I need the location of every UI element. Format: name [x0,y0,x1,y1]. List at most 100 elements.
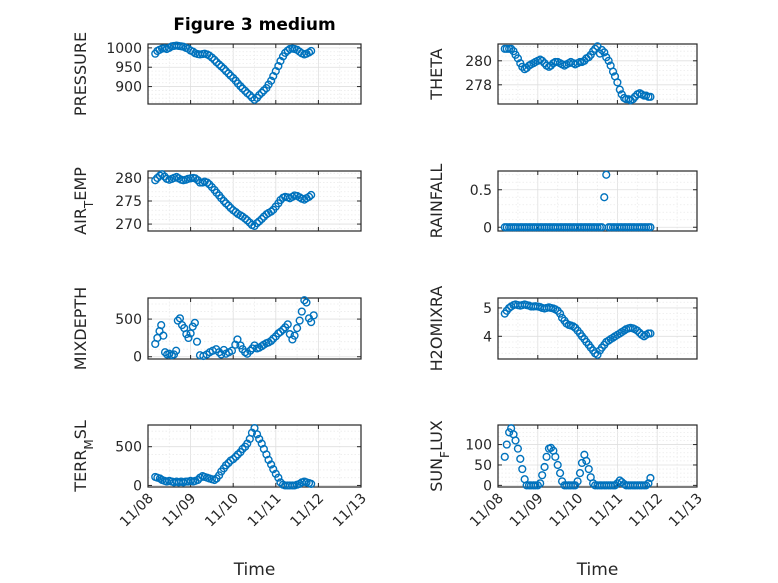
data-point [538,471,547,480]
y-tick-label: 0.5 [470,183,492,199]
data-point [538,56,547,65]
data-point [274,473,283,482]
y-axis-label-part: LUX [427,420,446,451]
data-point [217,62,226,71]
x-tick-label: 11/10 [547,491,587,531]
data-point [226,71,235,80]
x-tick-label: 11/08 [467,491,507,531]
y-axis-label-subscript: M [82,439,96,449]
data-point [557,477,567,486]
data-point [172,346,181,355]
data-point [241,86,250,95]
data-point [267,460,276,469]
data-point [267,76,276,85]
y-tick-label: 4 [483,329,492,345]
subplot-6: 4 5 H2OMIXRA [427,286,698,371]
grid-lines [498,171,697,231]
data-point [155,474,165,483]
data-point [215,60,224,69]
data-point [553,460,562,470]
data-point [571,481,580,490]
y-tick-label: 280 [115,171,142,187]
subplot-5: 0 500 MIXDEPTH [71,287,362,370]
axes-frame [497,297,698,360]
data-point [224,201,233,210]
data-point [151,176,160,185]
data-point [278,325,288,334]
data-point [584,53,593,62]
data-point [157,321,166,330]
data-point [551,57,560,67]
data-point [267,336,276,346]
data-points [151,424,316,490]
data-point [551,452,560,461]
data-point [540,462,549,472]
data-point [573,477,582,486]
data-point [513,444,523,453]
data-point [192,337,202,346]
data-point [589,47,598,56]
data-point [615,85,624,94]
data-point [252,430,262,439]
y-axis-label-part: AIR [71,208,90,235]
data-point [189,47,198,56]
data-point [531,481,540,490]
data-point [283,320,292,329]
data-point [245,90,254,100]
data-point [569,322,578,331]
y-tick-label: 50 [474,458,492,474]
data-point [646,329,655,338]
axes-frame [497,43,698,105]
y-tick-label: 1000 [106,41,142,57]
data-points [500,424,655,490]
data-point [297,307,306,316]
data-point [620,326,629,335]
x-tick-label: 11/12 [287,491,327,531]
data-point [231,452,240,461]
y-axis-label-part: SL [71,420,90,439]
data-points [151,41,316,104]
data-point [600,48,609,57]
grid-lines [498,425,697,487]
y-tick-label: 0 [133,478,142,494]
data-point [641,481,651,490]
x-tick-label: 11/09 [160,491,200,531]
data-point [602,170,611,179]
y-axis-label: PRESSURE [71,32,90,116]
data-point [236,82,245,91]
y-axis-label-part: EMP [71,167,90,201]
data-point [646,92,655,101]
data-point [584,464,593,474]
y-tick-label: 500 [115,312,142,328]
data-point [307,190,316,200]
chart-title: Figure 3 medium [173,15,335,35]
data-point [210,55,219,64]
y-axis-label-subscript: T [82,200,96,209]
data-point [219,196,228,206]
subplot-7: 0 500 11/08 11/09 11/10 11/11 11/12 11/13 TERRMS… [71,420,370,580]
axes-background [498,171,697,231]
data-point [604,56,613,65]
subplot-3: 270 275 280 AIRTEMP [71,167,362,235]
data-point [302,298,311,307]
data-point [231,340,240,349]
data-point [597,45,606,55]
data-point [633,326,642,335]
data-point [507,44,516,53]
data-point [226,203,235,213]
data-point [518,464,527,474]
data-point [221,461,231,470]
y-tick-label: 5 [483,301,492,317]
y-axis-label-part: MIXDEPTH [71,287,90,370]
axes-background [498,425,697,487]
data-point [307,46,316,56]
x-axis-label: Time [576,560,619,580]
data-point [267,207,276,216]
data-point [274,61,283,71]
y-axis-label: THETA [427,48,446,100]
x-tick-label: 11/10 [202,491,242,531]
data-point [290,331,299,340]
x-tick-label: 11/11 [245,491,285,531]
y-tick-label: 0 [483,478,492,494]
data-point [516,454,525,463]
